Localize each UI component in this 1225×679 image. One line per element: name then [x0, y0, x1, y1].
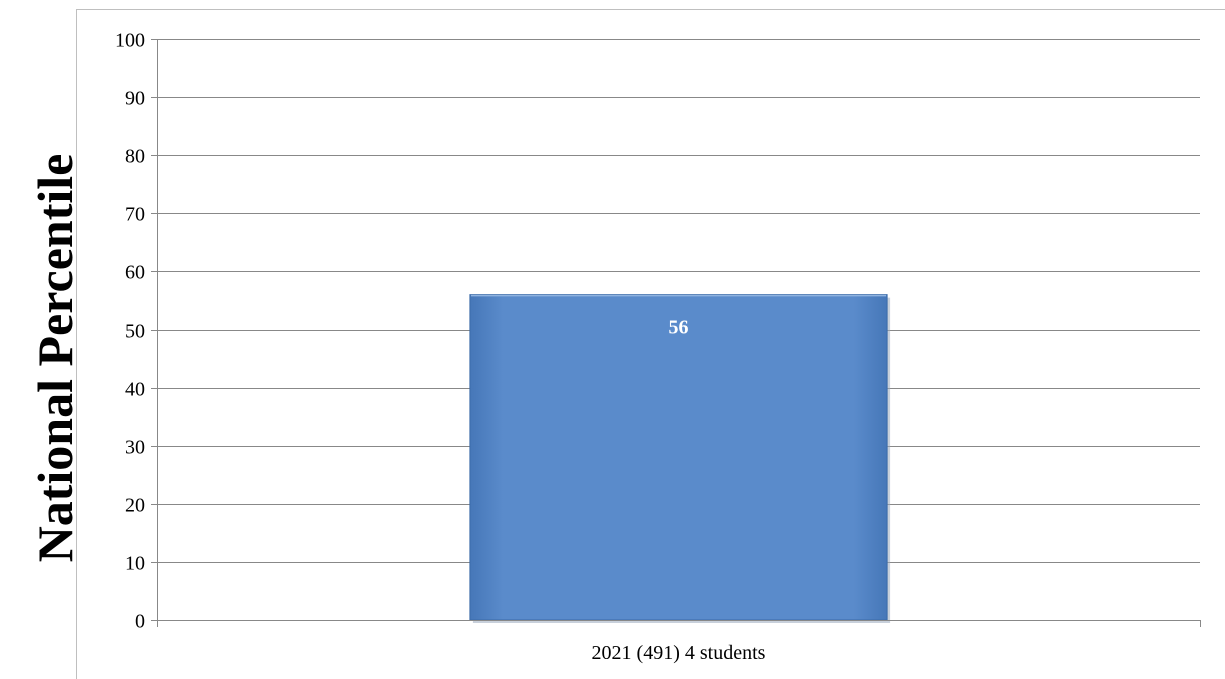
y-tick-label-50: 50 — [125, 321, 145, 343]
labels: 0 10 20 30 40 50 60 70 80 90 100 56 2021 (491) 4 stu… — [115, 30, 766, 665]
y-tick-label-90: 90 — [125, 88, 145, 110]
y-tick-label-70: 70 — [125, 204, 145, 226]
bar-0 — [469, 294, 888, 621]
chart-frame — [76, 9, 1225, 679]
bars — [469, 294, 891, 623]
y-tick-label-0: 0 — [135, 611, 145, 633]
y-tick-label-60: 60 — [125, 262, 145, 284]
axes — [151, 39, 1201, 627]
y-tick-label-20: 20 — [125, 495, 145, 517]
y-tick-label-10: 10 — [125, 553, 145, 575]
y-tick-label-30: 30 — [125, 437, 145, 459]
y-axis-title: National Percentile — [27, 154, 83, 563]
x-category-label-0: 2021 (491) 4 students — [592, 642, 766, 664]
y-tick-label-100: 100 — [115, 30, 145, 52]
y-tick-label-40: 40 — [125, 379, 145, 401]
y-tick-label-80: 80 — [125, 146, 145, 168]
data-label-0: 56 — [669, 317, 689, 339]
